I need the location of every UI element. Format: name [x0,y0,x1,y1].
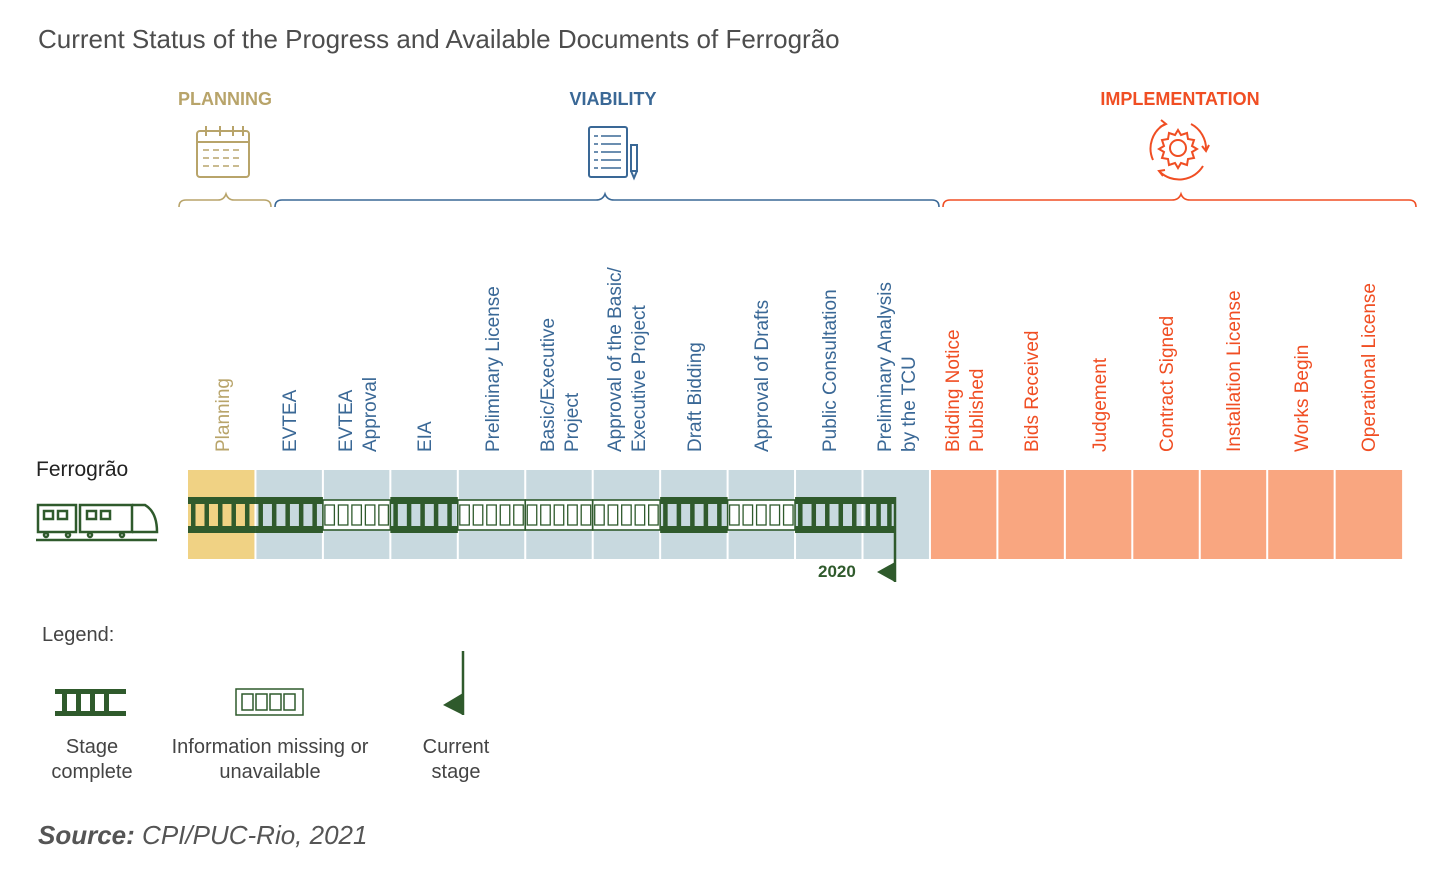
track-complete [390,497,458,533]
track-missing [322,499,392,531]
stage-label: Approval of the Basic/Executive Project [604,267,652,452]
calendar-icon [196,126,250,178]
stage-label: Planning [212,378,236,452]
stage-label-line: Operational License [1359,283,1381,452]
track-complete [795,497,863,533]
stage-label-line: EVTEA [280,389,302,452]
source-label: Source: [38,820,135,850]
stage-label-line: Bidding Notice [942,329,964,452]
legend-complete-label: Stage complete [51,736,133,783]
stage-label: Contract Signed [1156,316,1180,452]
implementation-brace [942,191,1417,208]
planning-brace [178,191,272,208]
stage-cell [997,470,1065,559]
stage-label: Public Consultation [819,289,843,452]
track-complete [660,497,728,533]
stage-label-line: Basic/Executive [537,317,559,452]
stage-label-line: by the TCU [899,356,921,452]
track-complete [862,497,895,533]
stage-label: Judgement [1089,358,1113,452]
stage-label: Draft Bidding [684,342,708,452]
stage-label: Bids Received [1021,331,1045,452]
legend-title: Legend: [42,624,115,646]
stage-label-line: Preliminary Analysis [875,282,897,452]
stage-label-line: Approval of Drafts [752,299,774,452]
phase-label-implementation: IMPLEMENTATION [1100,89,1260,109]
stage-label: Works Begin [1291,345,1315,452]
stage-cell [1064,470,1133,559]
stage-label-line: EIA [415,421,437,452]
train-icon [36,503,159,542]
viability-brace [274,191,940,208]
phase-label-planning: PLANNING [178,89,272,109]
legend-current-label: Current stage [422,736,490,783]
stage-label: Bidding Notice Published [942,329,990,452]
stage-cell [1267,470,1335,559]
row-label: Ferrogrão [36,458,129,481]
stage-label: EVTEA Approval [335,377,383,452]
document-checklist-icon [588,126,638,181]
stage-label-line: Works Begin [1291,344,1313,452]
legend-missing-label: Information missing or unavailable [171,736,369,783]
stage-label: Operational License [1358,283,1382,452]
stage-label-line: Installation License [1224,290,1246,452]
stage-label: Approval of Drafts [751,300,775,452]
stage-label-line: Executive Project [629,305,651,452]
track-missing [456,499,527,531]
stage-label-line: Planning [212,378,234,452]
source-text: CPI/PUC-Rio, 2021 [142,820,368,850]
stage-label-line: Project [561,392,583,452]
track-missing [524,499,594,531]
stage-label-line: Preliminary License [482,286,504,452]
stage-label-line: Draft Bidding [684,342,706,452]
gear-cycle-icon [1149,119,1210,181]
current-stage-flag [877,497,897,582]
stage-label-line: Approval of the Basic/ [605,267,627,452]
stage-label-line: EVTEA [335,389,357,452]
legend-missing-icon [235,688,304,716]
stage-label: Installation License [1223,290,1247,452]
track-complete [255,497,323,533]
stage-cell [1199,470,1268,559]
stage-label-line: Judgement [1089,357,1111,452]
stage-label: Preliminary License [482,286,506,452]
track-missing [591,499,661,531]
stage-label: EIA [414,421,438,452]
stage-label-line: Approval [359,377,381,452]
legend-complete-icon [55,689,126,716]
phase-label-viability: VIABILITY [569,89,657,109]
stage-label-line: Public Consultation [819,289,841,452]
stage-cell [1334,470,1403,559]
page-title: Current Status of the Progress and Avail… [38,24,840,54]
stage-label-line: Contract Signed [1157,315,1179,452]
stage-cell [929,470,998,559]
source-note: Source: CPI/PUC-Rio, 2021 [38,820,367,851]
stage-label: EVTEA [279,390,303,452]
legend-current-icon [443,651,465,715]
stage-label-line: Published [966,368,988,452]
stage-cell [1132,470,1200,559]
stage-label: Basic/Executive Project [537,318,585,452]
track-missing [726,499,796,531]
current-year: 2020 [818,562,856,581]
stage-label-line: Bids Received [1022,330,1044,452]
track-complete [188,497,256,533]
stage-label: Preliminary Analysis by the TCU [874,282,922,452]
